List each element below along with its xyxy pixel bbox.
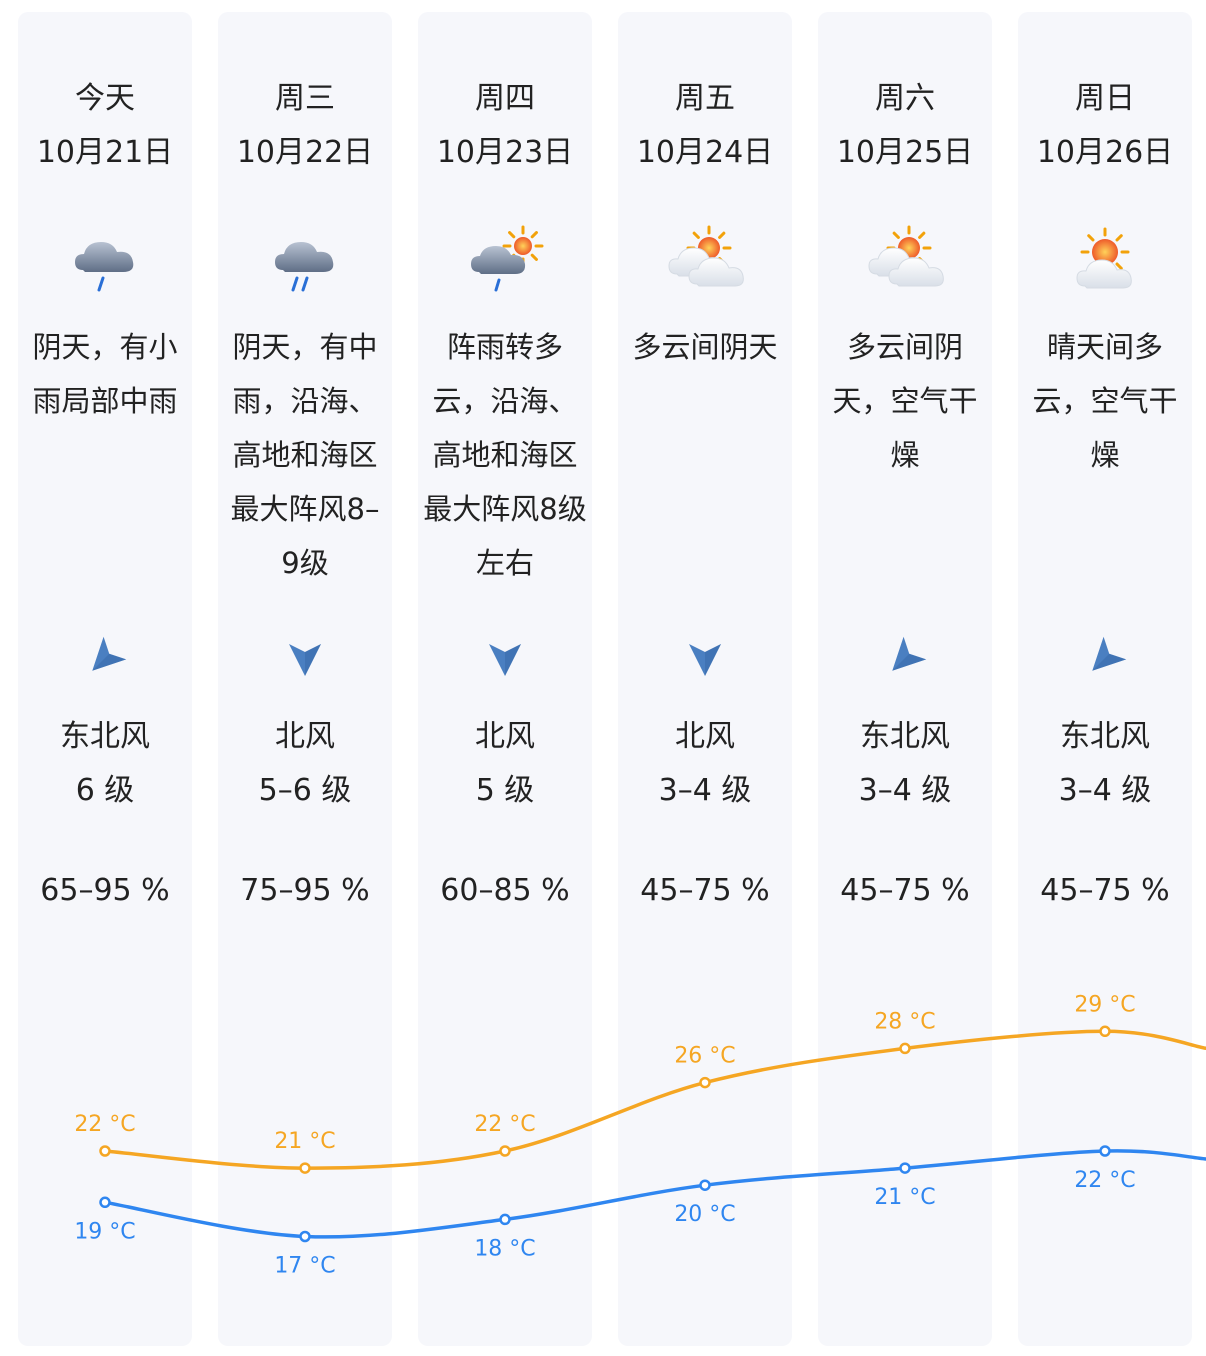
day-label: 今天 bbox=[75, 81, 135, 116]
sunny-intervals-icon bbox=[1065, 224, 1145, 304]
shower-to-cloudy-icon bbox=[465, 224, 545, 304]
weather-description: 多云间阴天，空气干燥 bbox=[832, 330, 978, 472]
north-wind-arrow-icon bbox=[281, 634, 329, 682]
forecast-day-card[interactable]: 周日 10月26日 晴天间多云，空气干燥 东北风 3–4 级 45–75 % bbox=[1018, 12, 1192, 1346]
forecast-day-card[interactable]: 周三 10月22日 阴天，有中雨，沿海、高地和海区最大阵风8–9级 北风 5–6… bbox=[218, 12, 392, 1346]
day-label: 周六 bbox=[875, 81, 935, 116]
partly-cloudy-icon bbox=[865, 224, 945, 304]
wind-direction: 北风 bbox=[475, 719, 535, 754]
humidity-range: 45–75 % bbox=[1040, 873, 1170, 908]
forecast-day-card[interactable]: 周五 10月24日 多云间阴天 北风 3–4 级 45–75 % bbox=[618, 12, 792, 1346]
humidity-range: 45–75 % bbox=[840, 873, 970, 908]
wind-direction: 东北风 bbox=[860, 719, 950, 754]
humidity-range: 45–75 % bbox=[640, 873, 770, 908]
cloud-light-rain-icon bbox=[65, 224, 145, 304]
day-label: 周五 bbox=[675, 81, 735, 116]
forecast-day-card[interactable]: 周四 10月23日 阵雨转多云，沿海、高地和海区最大阵风8级左右 北风 5 级 … bbox=[418, 12, 592, 1346]
wind-level: 5–6 级 bbox=[258, 773, 352, 808]
weather-description: 多云间阴天 bbox=[632, 330, 778, 364]
date-label: 10月21日 bbox=[36, 135, 174, 170]
date-label: 10月22日 bbox=[236, 135, 374, 170]
weather-description: 阴天，有中雨，沿海、高地和海区最大阵风8–9级 bbox=[230, 330, 380, 580]
day-label: 周三 bbox=[275, 81, 335, 116]
date-label: 10月26日 bbox=[1036, 135, 1174, 170]
wind-direction: 北风 bbox=[275, 719, 335, 754]
northeast-wind-arrow-icon bbox=[1081, 634, 1129, 682]
weather-description: 阴天，有小雨局部中雨 bbox=[32, 330, 178, 418]
wind-direction: 东北风 bbox=[60, 719, 150, 754]
humidity-range: 60–85 % bbox=[440, 873, 570, 908]
wind-direction: 东北风 bbox=[1060, 719, 1150, 754]
cloud-moderate-rain-icon bbox=[265, 224, 345, 304]
wind-level: 3–4 级 bbox=[1058, 773, 1152, 808]
wind-level: 5 级 bbox=[475, 773, 535, 808]
weather-description: 晴天间多云，空气干燥 bbox=[1032, 330, 1178, 472]
partly-cloudy-icon bbox=[665, 224, 745, 304]
north-wind-arrow-icon bbox=[681, 634, 729, 682]
day-label: 周日 bbox=[1075, 81, 1135, 116]
north-wind-arrow-icon bbox=[481, 634, 529, 682]
day-label: 周四 bbox=[475, 81, 535, 116]
forecast-day-card[interactable]: 周六 10月25日 多云间阴天，空气干燥 东北风 3–4 级 45–75 % bbox=[818, 12, 992, 1346]
wind-level: 6 级 bbox=[75, 773, 135, 808]
humidity-range: 65–95 % bbox=[40, 873, 170, 908]
weather-description: 阵雨转多云，沿海、高地和海区最大阵风8级左右 bbox=[423, 330, 587, 580]
wind-level: 3–4 级 bbox=[658, 773, 752, 808]
wind-direction: 北风 bbox=[675, 719, 735, 754]
humidity-range: 75–95 % bbox=[240, 873, 370, 908]
wind-level: 3–4 级 bbox=[858, 773, 952, 808]
date-label: 10月25日 bbox=[836, 135, 974, 170]
date-label: 10月23日 bbox=[436, 135, 574, 170]
northeast-wind-arrow-icon bbox=[81, 634, 129, 682]
forecast-day-card[interactable]: 今天 10月21日 阴天，有小雨局部中雨 东北风 6 级 65–95 % bbox=[18, 12, 192, 1346]
date-label: 10月24日 bbox=[636, 135, 774, 170]
northeast-wind-arrow-icon bbox=[881, 634, 929, 682]
